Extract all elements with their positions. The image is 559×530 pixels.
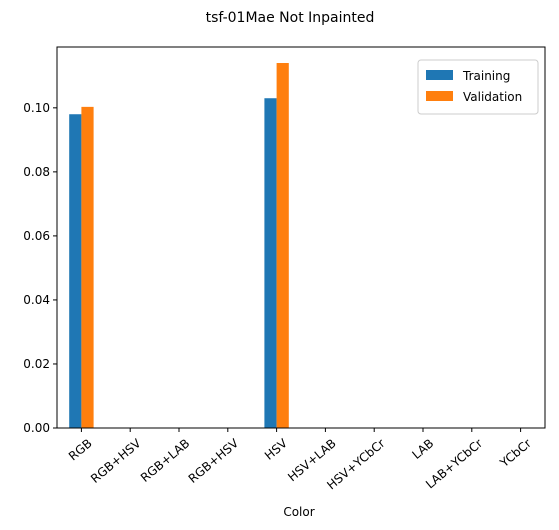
x-axis-label: Color xyxy=(283,505,314,519)
legend-swatch-validation xyxy=(426,91,453,101)
y-tick-label: 0.02 xyxy=(23,357,50,371)
y-tick-label: 0.04 xyxy=(23,293,50,307)
x-tick-label: YCbCr xyxy=(497,436,534,471)
chart-title: tsf-01Mae Not Inpainted xyxy=(206,10,375,26)
x-tick-label: LAB xyxy=(409,436,436,462)
bar-validation-0 xyxy=(81,106,94,428)
y-tick-label: 0.00 xyxy=(23,421,50,435)
bar-training-0 xyxy=(69,114,82,428)
x-tick-label: RGB+LAB xyxy=(138,436,192,485)
y-tick-label: 0.10 xyxy=(23,101,50,115)
y-tick-label: 0.06 xyxy=(23,229,50,243)
x-tick-label: RGB+HSV xyxy=(88,436,144,486)
x-tick-label: RGB xyxy=(66,436,95,463)
y-tick-label: 0.08 xyxy=(23,165,50,179)
bar-training-4 xyxy=(264,98,277,428)
bars-layer xyxy=(69,63,289,429)
legend-label-training: Training xyxy=(462,69,510,83)
x-tick-label: HSV xyxy=(262,436,291,463)
legend-swatch-training xyxy=(426,70,453,80)
x-tick-label: RGB+HSV xyxy=(186,436,242,486)
y-axis: 0.00 0.02 0.04 0.06 0.08 0.10 xyxy=(23,101,57,435)
legend: Training Validation xyxy=(417,59,539,115)
legend-label-validation: Validation xyxy=(463,90,522,104)
plot-frame xyxy=(56,46,546,429)
bar-validation-4 xyxy=(276,63,289,429)
